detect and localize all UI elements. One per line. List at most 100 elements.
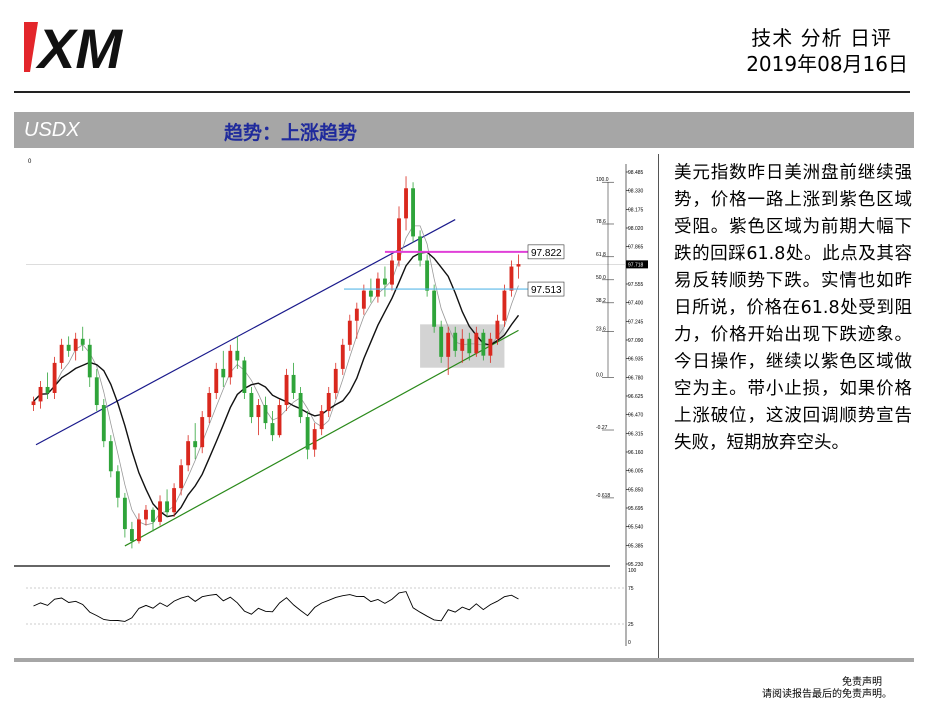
price-tick-label: 96.005 (628, 469, 644, 475)
candle-body (52, 362, 57, 393)
price-tick-label: 98.485 (628, 170, 644, 176)
section-banner: USDX 趋势：上涨趋势 (14, 112, 914, 148)
candle-body (474, 332, 479, 354)
candle-body (179, 465, 184, 489)
candle-body (200, 417, 205, 448)
trend-channel-layer (35, 219, 519, 547)
top-left-marker: 0 (28, 159, 32, 165)
disclaimer-text: 请阅读报告最后的免责声明。 (762, 689, 892, 700)
candle-body (418, 236, 423, 261)
candle (460, 329, 465, 363)
candle (291, 362, 296, 400)
candle-body (298, 392, 303, 418)
candle-body (172, 488, 177, 513)
candle (94, 368, 99, 412)
header-divider (14, 91, 910, 93)
osc-tick-label: 100 (628, 568, 637, 574)
xm-logo: XM (24, 16, 156, 80)
candle-body (137, 519, 141, 542)
level-label: 97.513 (531, 285, 562, 296)
candle (179, 459, 184, 496)
candle (80, 326, 85, 351)
fib-level-label: 61.8 (596, 252, 606, 258)
fibonacci-axis: 100.0 78.6 61.8 50.0 38.2 23.6 0.0 -0.27 -0.618 (596, 177, 614, 499)
fib-level-label: 78.6 (596, 219, 606, 225)
candle (263, 396, 268, 430)
candle-body (333, 368, 338, 393)
candle (165, 489, 169, 518)
candle (453, 326, 458, 357)
price-tick-label: 97.865 (628, 245, 644, 251)
candle-body (453, 332, 458, 351)
candle-body (87, 344, 92, 378)
candle (509, 260, 514, 297)
candle-body (249, 392, 254, 418)
candle (375, 272, 380, 303)
candle-body (446, 332, 451, 357)
candle-body (291, 374, 296, 393)
price-tick-label: 98.175 (628, 207, 644, 213)
candle-body (256, 405, 261, 418)
candle (390, 254, 394, 291)
logo-text: XM (35, 17, 123, 74)
price-levels: 97.822 97.513 (344, 244, 565, 297)
moving-average-layer (32, 225, 520, 526)
trend-label: 趋势：上涨趋势 (224, 122, 358, 144)
candle-body (186, 441, 191, 466)
fast-moving-average (33, 225, 519, 526)
candle (425, 254, 430, 297)
candle-body (375, 278, 380, 297)
candle-body (73, 338, 78, 351)
candle-body (165, 501, 169, 513)
candle-body (368, 290, 373, 297)
price-tick-label: 97.555 (628, 282, 644, 288)
candle (221, 350, 226, 387)
price-tick-label: 97.090 (628, 338, 644, 344)
candle-body (411, 188, 415, 237)
candle-body (467, 338, 472, 354)
price-tick-label: 95.230 (628, 562, 644, 568)
candle (59, 338, 64, 369)
candle (488, 332, 493, 363)
candle-body (460, 338, 465, 351)
candle-body (432, 290, 437, 327)
candle-body (59, 344, 64, 363)
candle-body (277, 405, 282, 436)
price-axis: 98.48598.33098.17598.02097.86597.71097.5… (26, 164, 648, 568)
price-tick-label: 98.020 (628, 226, 644, 232)
candle (284, 368, 289, 412)
candle (277, 399, 282, 438)
candle-body (122, 497, 127, 530)
candle (319, 405, 324, 436)
candle (368, 278, 373, 303)
candle (305, 411, 310, 460)
candle (122, 492, 127, 538)
candle-body (158, 501, 162, 522)
price-tick-label: 96.935 (628, 357, 644, 363)
candle-body (502, 290, 507, 321)
candle (404, 176, 408, 231)
column-divider (658, 154, 659, 658)
candle (73, 332, 78, 361)
candle-body (31, 401, 36, 406)
candle-body (270, 423, 275, 436)
candle (137, 513, 141, 544)
level-label-box (527, 281, 565, 297)
price-tick-label: 96.470 (628, 413, 644, 419)
candle-body (221, 368, 226, 378)
candle (432, 284, 437, 333)
candle (101, 399, 106, 448)
candle (45, 372, 50, 400)
candle (516, 254, 521, 279)
candle (200, 411, 205, 454)
candle-body (354, 308, 359, 321)
fib-level-label: -0.618 (596, 493, 610, 499)
candle (249, 386, 254, 424)
candle (383, 266, 387, 297)
candle-body (312, 429, 317, 450)
candle-body (228, 350, 233, 378)
lower-channel-line (124, 329, 519, 547)
candle-body (284, 374, 289, 406)
upper-channel-line (35, 219, 456, 446)
candle (242, 356, 247, 400)
